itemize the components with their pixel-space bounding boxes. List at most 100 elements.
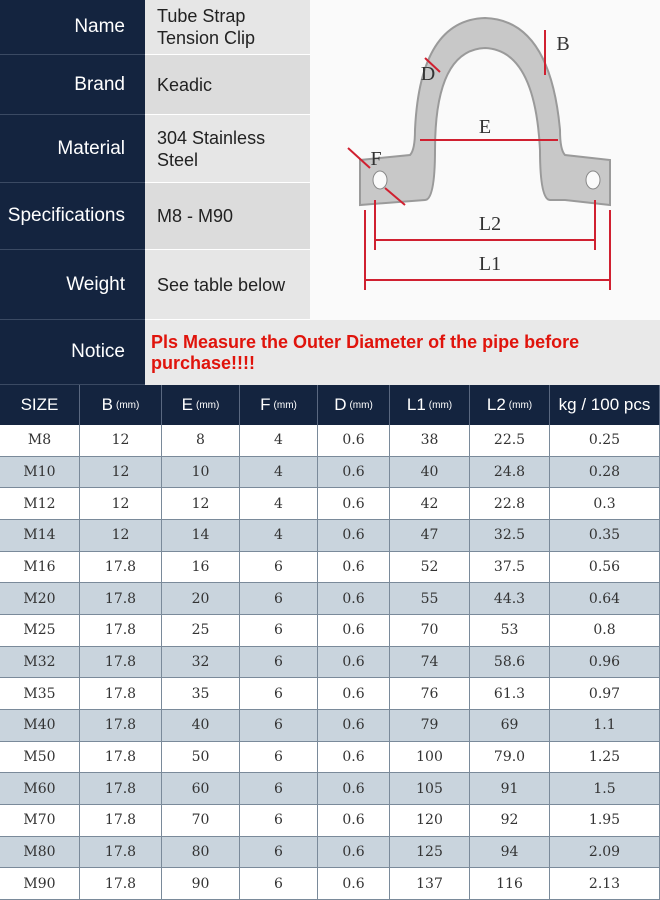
diagram: B D E F L2 L1 — [310, 0, 660, 320]
table-cell: 8 — [162, 425, 240, 457]
table-cell: 0.6 — [318, 868, 390, 900]
table-cell: 4 — [240, 488, 318, 520]
table-cell: 17.8 — [80, 836, 162, 869]
dimension-label: F — [370, 148, 381, 170]
table-cell: 12 — [162, 488, 240, 520]
table-cell: M70 — [0, 805, 80, 837]
table-cell: 6 — [240, 868, 318, 900]
column-header: kg / 100 pcs — [550, 385, 660, 425]
spec-label: Material — [0, 115, 145, 183]
table-cell: 37.5 — [470, 551, 550, 584]
table-cell: 17.8 — [80, 868, 162, 900]
header-unit: (mm) — [196, 399, 220, 411]
table-cell: 6 — [240, 551, 318, 584]
table-cell: 0.6 — [318, 520, 390, 552]
table-cell: 70 — [162, 805, 240, 837]
table-cell: 24.8 — [470, 456, 550, 489]
notice-text: Pls Measure the Outer Diameter of the pi… — [145, 320, 660, 385]
table-cell: 20 — [162, 583, 240, 615]
table-cell: 1.5 — [550, 773, 660, 805]
header-name: B — [101, 395, 113, 414]
table-cell: M25 — [0, 615, 80, 647]
header-name: E — [181, 395, 193, 414]
spec-value: M8 - M90 — [145, 183, 310, 250]
header-name: L1 — [406, 395, 426, 414]
spec-label: Name — [0, 0, 145, 55]
table-cell: 53 — [470, 615, 550, 647]
table-cell: M16 — [0, 551, 80, 584]
spec-value-line: M8 - M90 — [157, 206, 234, 226]
spec-value-line: Tension Clip — [157, 28, 256, 48]
table-cell: 61.3 — [470, 678, 550, 710]
table-cell: 17.8 — [80, 710, 162, 742]
table-cell: 79 — [390, 710, 470, 742]
header-unit: (mm) — [349, 399, 373, 411]
column-header: SIZE — [0, 385, 80, 425]
table-cell: 74 — [390, 646, 470, 679]
table-cell: 92 — [470, 805, 550, 837]
spec-label: Specifications — [0, 183, 145, 250]
table-cell: 70 — [390, 615, 470, 647]
table-cell: 0.6 — [318, 741, 390, 774]
table-cell: 137 — [390, 868, 470, 900]
header-name: F — [260, 395, 271, 414]
table-cell: 6 — [240, 805, 318, 837]
table-cell: 32 — [162, 646, 240, 679]
table-cell: 4 — [240, 520, 318, 552]
table-cell: 0.6 — [318, 425, 390, 457]
table-cell: 17.8 — [80, 615, 162, 647]
table-cell: 44.3 — [470, 583, 550, 615]
table-cell: M32 — [0, 646, 80, 679]
dimension-label: B — [556, 33, 569, 55]
table-cell: 0.6 — [318, 805, 390, 837]
dimension-lines — [347, 30, 611, 290]
table-cell: 12 — [80, 425, 162, 457]
table-cell: 35 — [162, 678, 240, 710]
table-cell: 58.6 — [470, 646, 550, 679]
table-cell: 90 — [162, 868, 240, 900]
spec-value: 304 Stainless Steel — [145, 115, 310, 183]
table-cell: 0.96 — [550, 646, 660, 679]
table-cell: 2.13 — [550, 868, 660, 900]
column-header: E (mm) — [162, 385, 240, 425]
table-cell: 0.35 — [550, 520, 660, 552]
spec-value-line: See table below — [157, 274, 286, 295]
header-name: SIZE — [20, 395, 59, 414]
table-cell: 0.25 — [550, 425, 660, 457]
table-cell: 6 — [240, 773, 318, 805]
table-cell: 6 — [240, 646, 318, 679]
table-cell: 17.8 — [80, 805, 162, 837]
table-cell: 0.3 — [550, 488, 660, 520]
table-cell: 120 — [390, 805, 470, 837]
table-cell: 0.56 — [550, 551, 660, 584]
header-unit: (mm) — [508, 399, 533, 411]
strap — [359, 16, 611, 207]
table-cell: 6 — [240, 741, 318, 774]
table-cell: 6 — [240, 836, 318, 869]
table-cell: 50 — [162, 741, 240, 774]
table-cell: 94 — [470, 836, 550, 869]
table-cell: 0.6 — [318, 836, 390, 869]
dimension-label: E — [479, 116, 491, 138]
table-cell: 14 — [162, 520, 240, 552]
table-cell: 0.6 — [318, 456, 390, 489]
table-cell: 0.6 — [318, 646, 390, 679]
table-cell: 6 — [240, 710, 318, 742]
table-cell: 17.8 — [80, 646, 162, 679]
header-name: L2 — [486, 395, 506, 414]
table-cell: M8 — [0, 425, 80, 457]
table-cell: 0.6 — [318, 615, 390, 647]
hole — [372, 170, 388, 190]
header-unit: (mm) — [428, 399, 453, 411]
table-cell: 0.6 — [318, 773, 390, 805]
column-header: F (mm) — [240, 385, 318, 425]
table-cell: M12 — [0, 488, 80, 520]
table-cell: M90 — [0, 868, 80, 900]
table-cell: 0.6 — [318, 551, 390, 584]
table-cell: 40 — [162, 710, 240, 742]
table-cell: 60 — [162, 773, 240, 805]
dimension-label: D — [421, 63, 435, 85]
table-cell: 69 — [470, 710, 550, 742]
table-cell: 12 — [80, 456, 162, 489]
